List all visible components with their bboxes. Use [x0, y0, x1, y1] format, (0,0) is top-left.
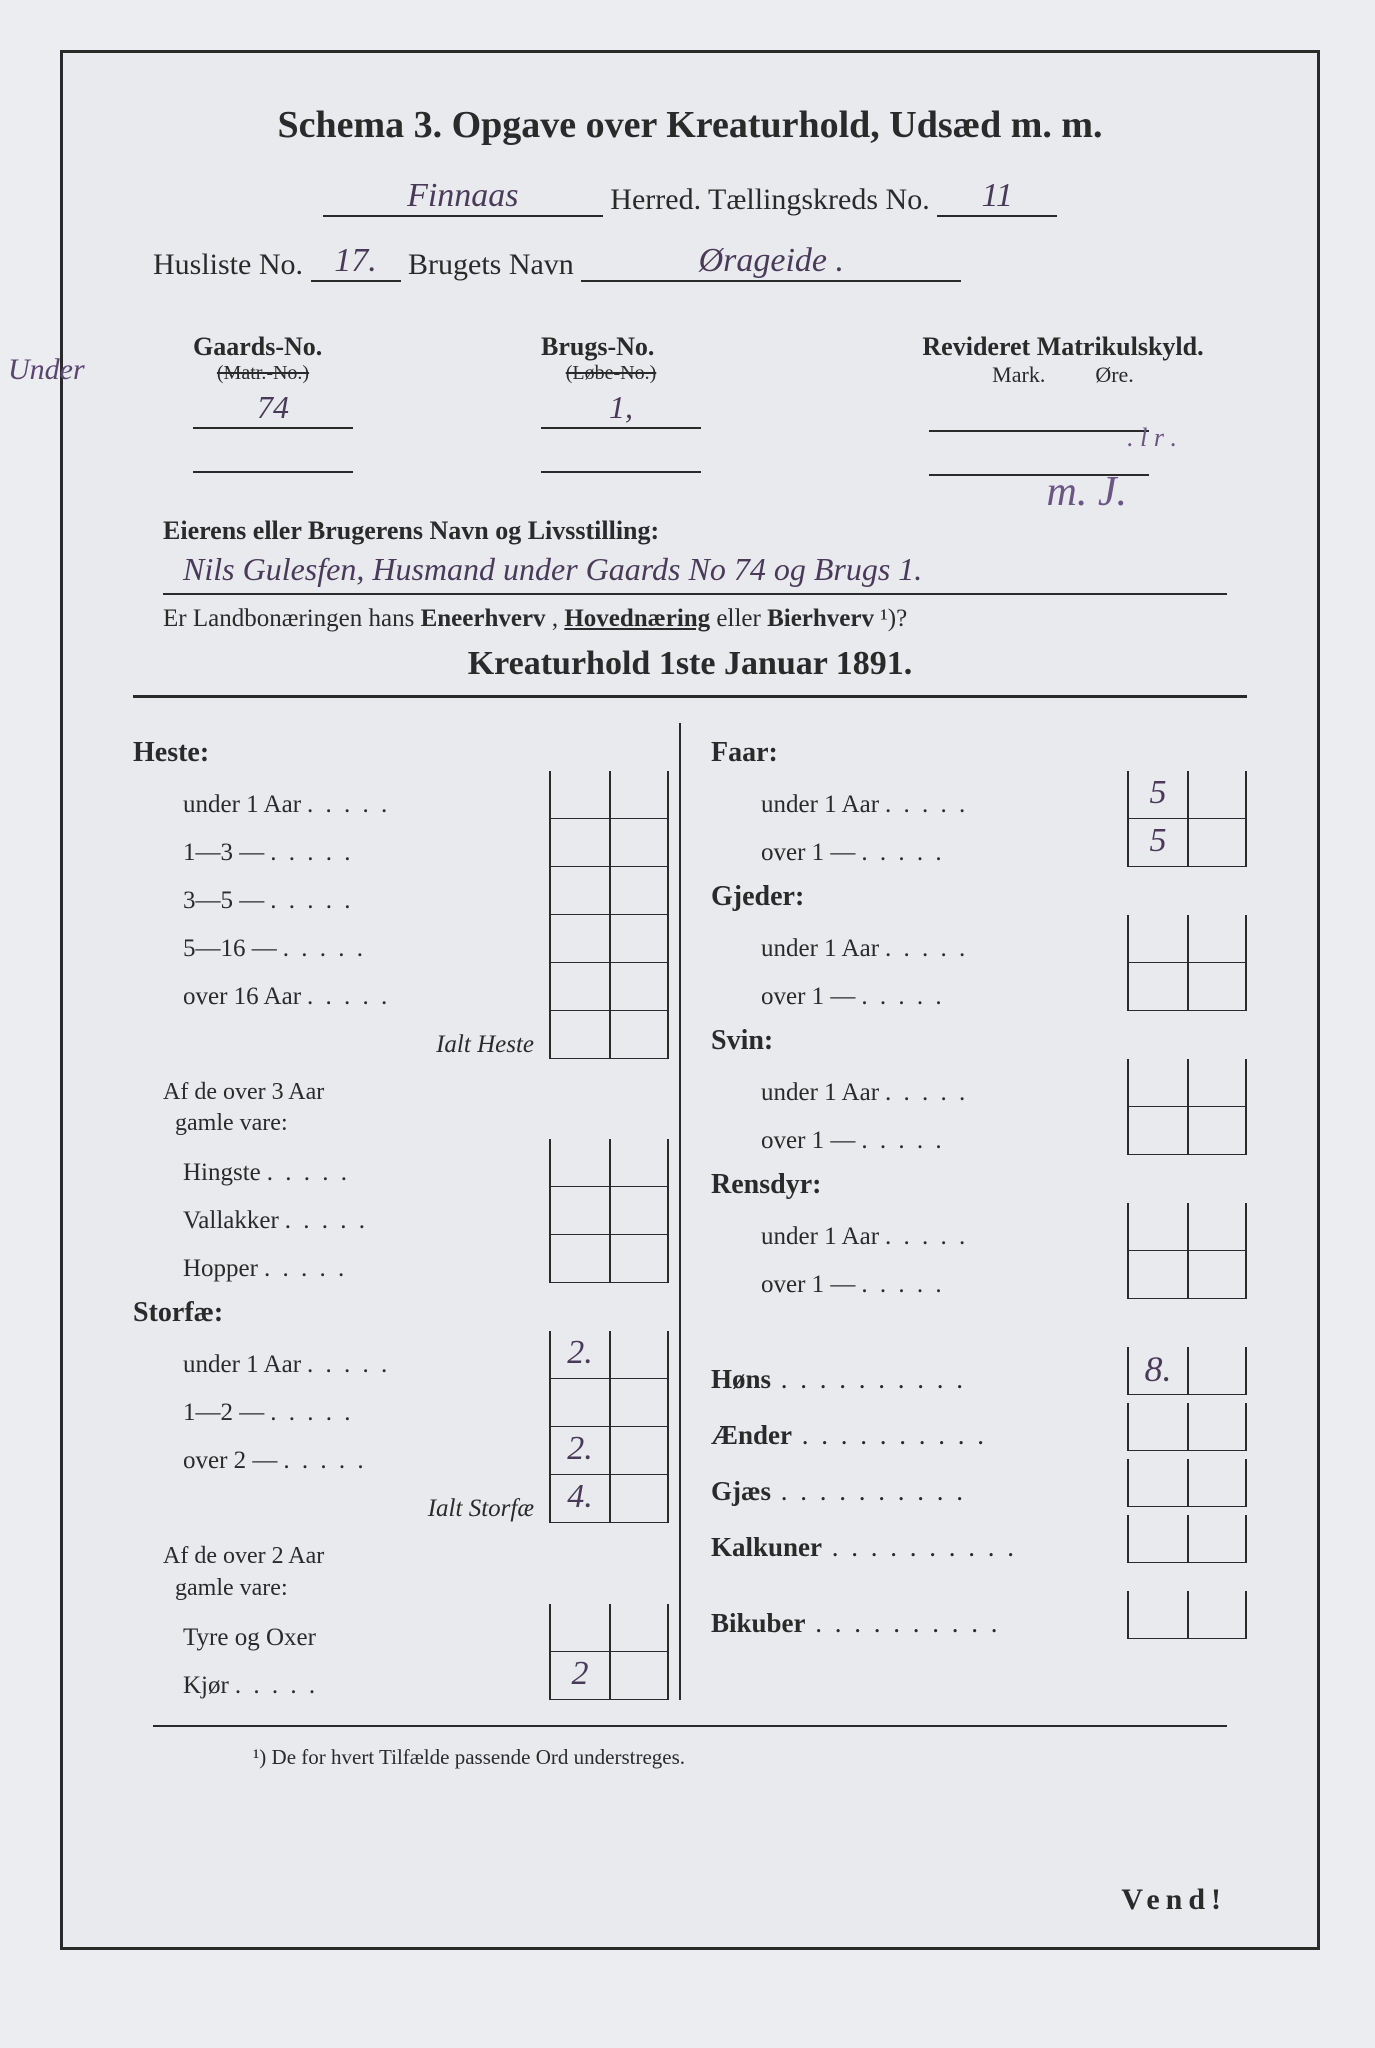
gaards-sub: (Matr.-No.) [193, 362, 333, 385]
rev-v1 [929, 392, 1149, 432]
vend-label: Vend! [1121, 1883, 1227, 1917]
heste-row: under 1 Aar [133, 771, 669, 819]
herred-line: Finnaas Herred. Tællingskreds No. 11 [113, 177, 1267, 217]
bierhverv: Bierhverv [767, 605, 874, 632]
gjeder-row: over 1 — [711, 963, 1247, 1011]
document-page: Under m. J. . l r . Schema 3. Opgave ove… [60, 50, 1320, 1950]
kreaturhold-title: Kreaturhold 1ste Januar 1891. [133, 645, 1247, 698]
rev-col: Revideret Matrikulskyld. Mark. Øre. [889, 332, 1237, 476]
brugs-col: Brugs-No. (Løbe-No.) 1, [541, 332, 889, 476]
storfae-head: Storfæ: [133, 1297, 669, 1329]
owner-label: Eierens eller Brugerens Navn og Livsstil… [113, 516, 1267, 546]
rensdyr-row: over 1 — [711, 1251, 1247, 1299]
faar-row: under 1 Aar5 [711, 771, 1247, 819]
rensdyr-row: under 1 Aar [711, 1203, 1247, 1251]
gjeder-row: under 1 Aar [711, 915, 1247, 963]
svin-head: Svin: [711, 1025, 1247, 1057]
husliste-label: Husliste No. [153, 248, 303, 281]
heste-row: 1—3 — [133, 819, 669, 867]
footnote: ¹) De for hvert Tilfælde passende Ord un… [153, 1725, 1227, 1770]
kjor-row: Kjør2 [133, 1652, 669, 1700]
brugs-head: Brugs-No. [541, 332, 889, 362]
brugets-value: Ørageide . [581, 242, 961, 282]
hons-row: Høns8. [711, 1339, 1247, 1395]
gjaes-row: Gjæs [711, 1451, 1247, 1507]
heste-total: Ialt Heste [133, 1011, 669, 1059]
annotation-lr: . l r . [1127, 423, 1177, 453]
kreds-no: 11 [937, 177, 1057, 217]
heste-row: over 16 Aar [133, 963, 669, 1011]
faar-head: Faar: [711, 737, 1247, 769]
storfae-sub: Af de over 2 Aar gamle vare: [133, 1541, 669, 1603]
brugs-v2 [541, 433, 701, 473]
brugs-sub: (Løbe-No.) [541, 362, 681, 385]
rensdyr-head: Rensdyr: [711, 1169, 1247, 1201]
livestock-tables: Heste: under 1 Aar 1—3 — 3—5 — 5—16 — ov… [113, 723, 1267, 1700]
bikuber-row: Bikuber [711, 1583, 1247, 1639]
husliste-line: Husliste No. 17. Brugets Navn Ørageide . [113, 242, 1267, 282]
schema-title: Schema 3. Opgave over Kreaturhold, Udsæd… [113, 103, 1267, 147]
vallakker-row: Vallakker [133, 1187, 669, 1235]
hopper-row: Hopper [133, 1235, 669, 1283]
svin-row: under 1 Aar [711, 1059, 1247, 1107]
gjeder-head: Gjeder: [711, 881, 1247, 913]
gaards-v1: 74 [193, 389, 353, 429]
gaards-col: Gaards-No. (Matr.-No.) 74 [193, 332, 541, 476]
aender-row: Ænder [711, 1395, 1247, 1451]
storfae-row: 1—2 — [133, 1379, 669, 1427]
hons-v: 8. [1127, 1347, 1187, 1395]
rev-sub: Mark. Øre. [889, 362, 1237, 388]
rev-ore: Øre. [1095, 362, 1133, 388]
hovednaering: Hovednæring [564, 605, 710, 632]
right-column: Faar: under 1 Aar5 over 1 —5 Gjeder: und… [679, 723, 1247, 1700]
storfae-total: Ialt Storfæ4. [133, 1475, 669, 1523]
hingste-row: Hingste [133, 1139, 669, 1187]
faar-row: over 1 —5 [711, 819, 1247, 867]
margin-note: Under [8, 353, 85, 387]
tyre-row: Tyre og Oxer [133, 1604, 669, 1652]
annotation-mj: m. J. [1047, 468, 1127, 516]
husliste-no: 17. [311, 242, 401, 282]
rev-head: Revideret Matrikulskyld. [889, 332, 1237, 362]
storfae-v3: 2. [549, 1427, 609, 1475]
storfae-v1: 2. [549, 1331, 609, 1379]
herred-label: Herred. Tællingskreds No. [610, 183, 929, 216]
owner-value: Nils Gulesfen, Husmand under Gaards No 7… [163, 551, 1227, 595]
storfae-v2 [549, 1379, 609, 1427]
rev-mark: Mark. [992, 362, 1045, 388]
gaards-v2 [193, 433, 353, 473]
faar-v1: 5 [1127, 771, 1187, 819]
gaards-head: Gaards-No. [193, 332, 541, 362]
occupation-question: Er Landbonæringen hans Eneerhverv , Hove… [113, 605, 1267, 633]
heste-row: 3—5 — [133, 867, 669, 915]
storfae-vt: 4. [549, 1475, 609, 1523]
heste-head: Heste: [133, 737, 669, 769]
left-column: Heste: under 1 Aar 1—3 — 3—5 — 5—16 — ov… [133, 723, 679, 1700]
property-columns: Gaards-No. (Matr.-No.) 74 Brugs-No. (Løb… [113, 332, 1267, 486]
brugets-label: Brugets Navn [408, 248, 581, 281]
storfae-row: under 1 Aar2. [133, 1331, 669, 1379]
kalkuner-row: Kalkuner [711, 1507, 1247, 1563]
herred-value: Finnaas [323, 177, 603, 217]
eneerhverv: Eneerhverv [421, 605, 546, 632]
heste-row: 5—16 — [133, 915, 669, 963]
brugs-v1: 1, [541, 389, 701, 429]
svin-row: over 1 — [711, 1107, 1247, 1155]
storfae-row: over 2 —2. [133, 1427, 669, 1475]
heste-sub: Af de over 3 Aar gamle vare: [133, 1077, 669, 1139]
faar-v2: 5 [1127, 819, 1187, 867]
kjor-v: 2 [549, 1652, 609, 1700]
